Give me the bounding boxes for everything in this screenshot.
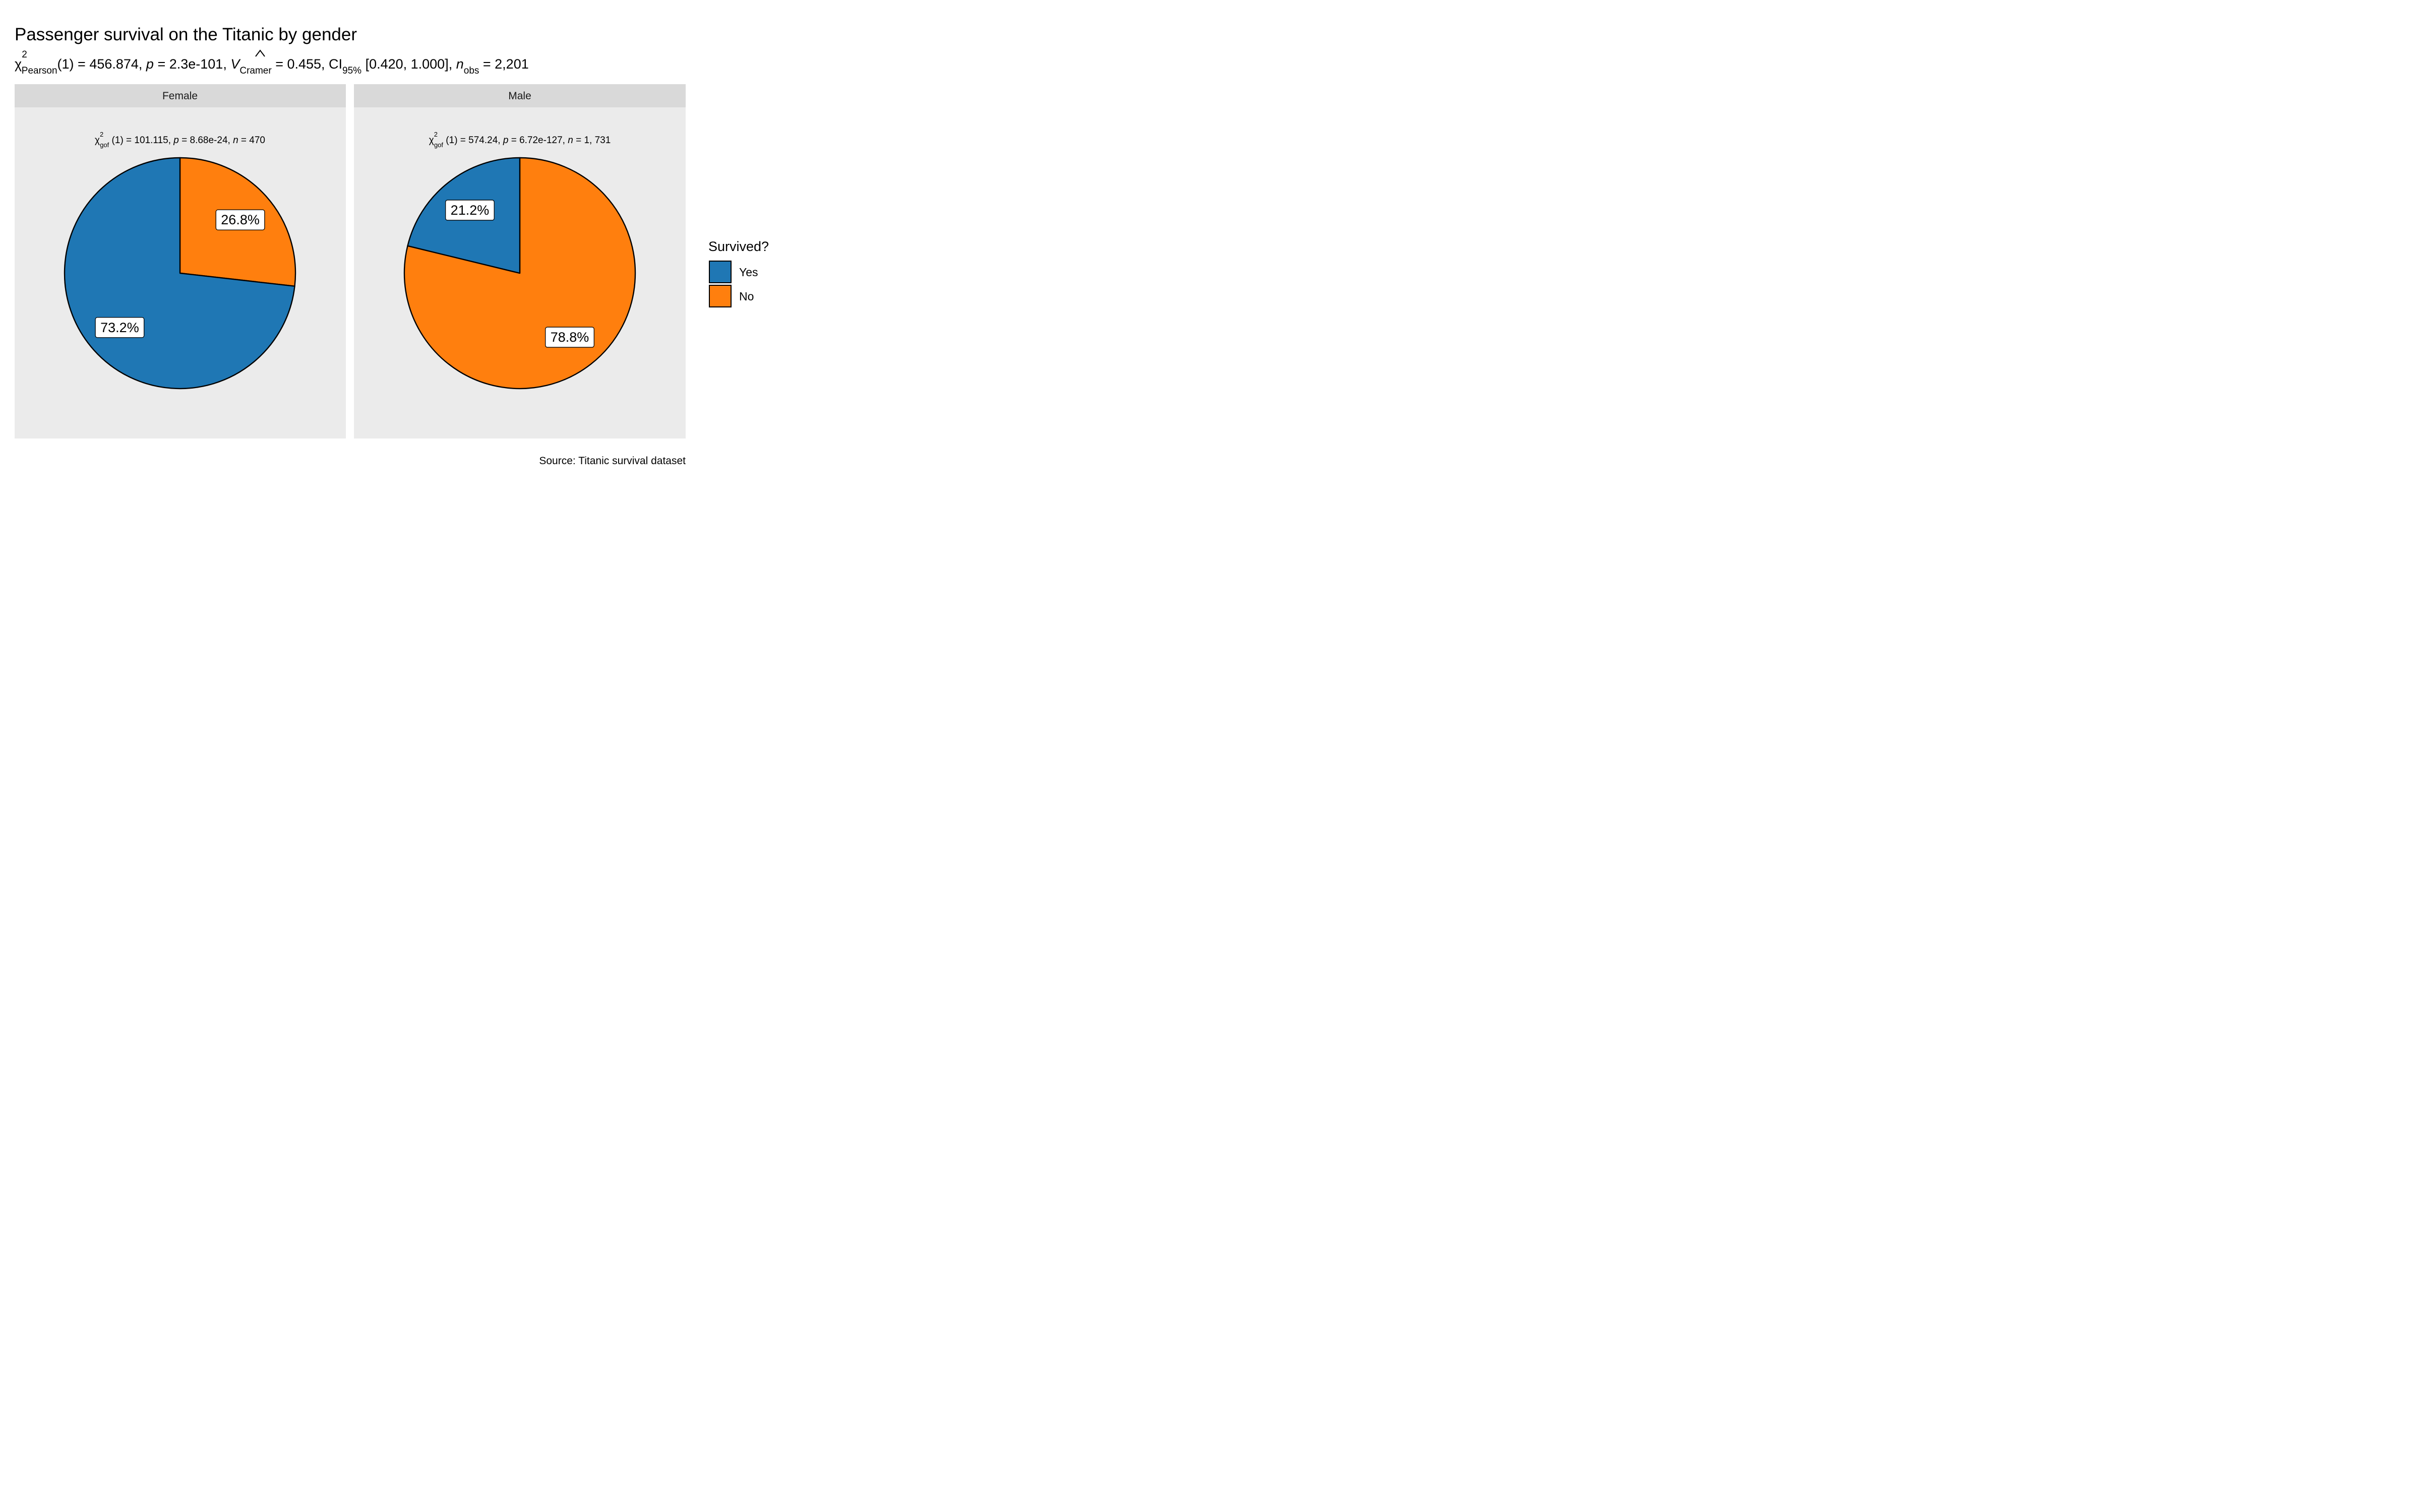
facet-male-strip-label: Male (508, 90, 531, 102)
pie-label-female-no: 26.8% (215, 209, 265, 230)
chart-caption: Source: Titanic survival dataset (539, 455, 686, 467)
legend-label-no: No (739, 290, 754, 303)
facet-female-strip-label: Female (162, 90, 198, 102)
pie-label-female-yes: 73.2% (95, 317, 145, 338)
chart-subtitle: χ2 Pearson(1) = 456.874, p = 2.3e-101, VC… (15, 49, 529, 76)
pie-male: 78.8% 21.2% (403, 157, 636, 390)
pie-label-box (445, 200, 495, 221)
pie-label-box (215, 209, 265, 230)
pie-label-text: 73.2% (100, 320, 139, 335)
chart: Passenger survival on the Titanic by gen… (15, 25, 769, 467)
facet-female-strip (15, 84, 346, 107)
facet-male-strip (354, 84, 686, 107)
chart-title: Passenger survival on the Titanic by gen… (15, 25, 357, 44)
facet-male: Male χ2 gof (1) = 574.24, p = 6.72e-127, … (354, 84, 686, 438)
facet-male-stat: χ2 gof (1) = 574.24, p = 6.72e-127, n = 1… (429, 131, 611, 149)
facet-female: Female χ2 gof (1) = 101.115, p = 8.68e-24… (15, 84, 346, 438)
v-hat-mark (255, 49, 265, 57)
pie-label-text: 21.2% (451, 203, 490, 218)
pie-label-text: 26.8% (221, 212, 260, 227)
pie-label-text: 78.8% (551, 330, 589, 345)
legend-key-no (709, 285, 732, 307)
legend: Survived? Yes No (708, 239, 769, 307)
pie-label-male-no: 78.8% (545, 327, 594, 348)
legend-label-yes: Yes (739, 266, 758, 279)
pie-female: 26.8% 73.2% (64, 157, 296, 390)
facet-female-stat: χ2 gof (1) = 101.115, p = 8.68e-24, n = 4… (95, 131, 265, 149)
pie-label-box (95, 317, 145, 338)
pie-label-box (545, 327, 594, 348)
legend-key-yes (709, 261, 732, 283)
legend-title: Survived? (708, 239, 769, 254)
pie-label-male-yes: 21.2% (445, 200, 495, 221)
